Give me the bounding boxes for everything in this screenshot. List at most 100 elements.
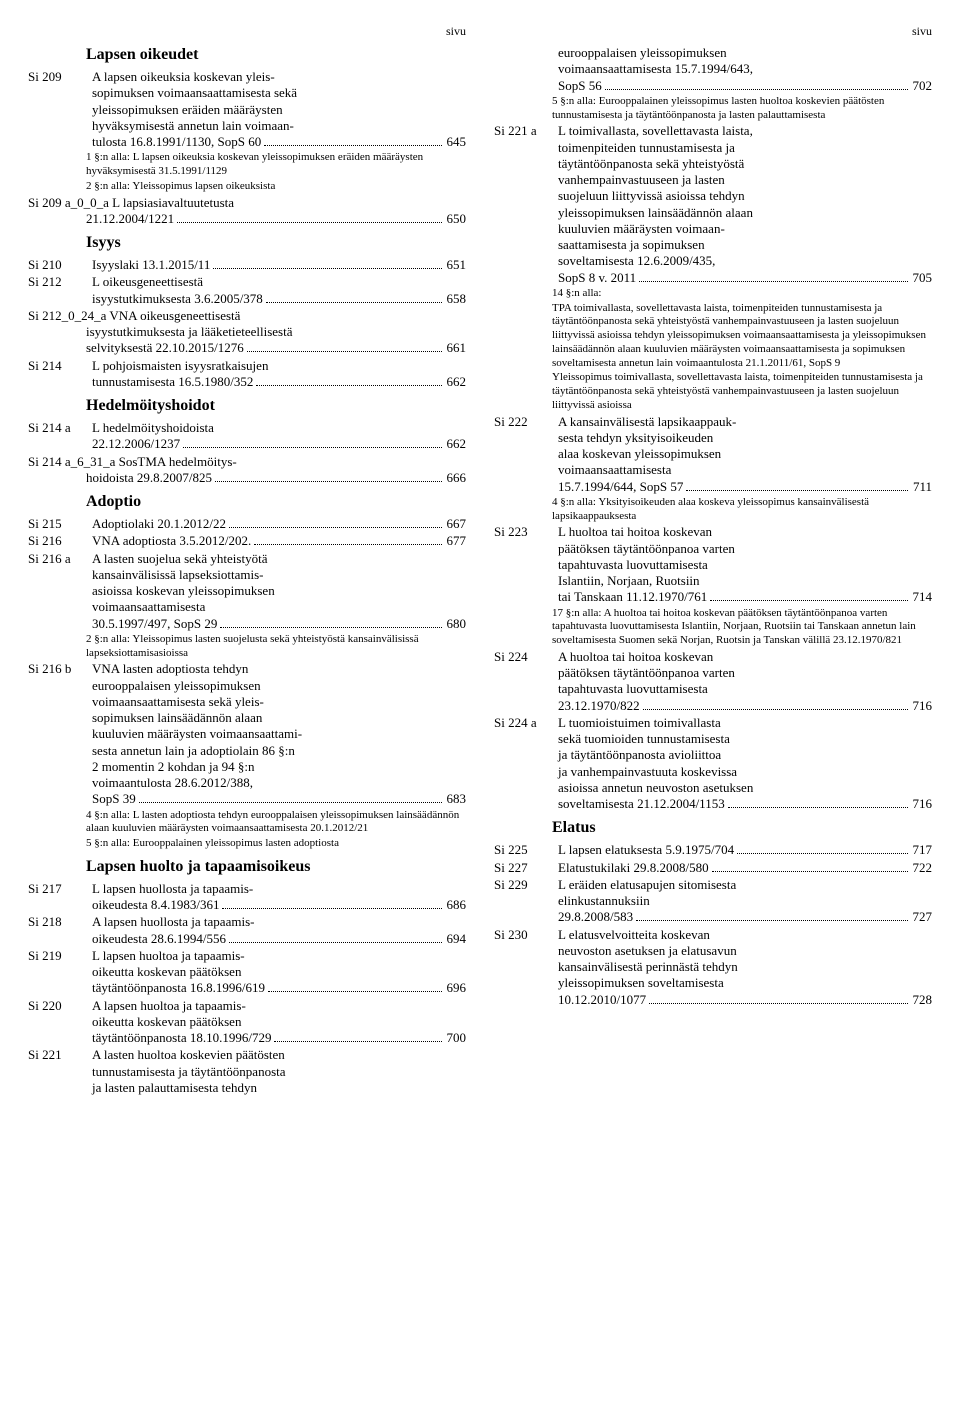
entry-ref: Si 223 xyxy=(494,524,558,540)
entry-last-text: hoidoista 29.8.2007/825 xyxy=(86,470,212,486)
entry-last-text: tunnustamisesta 16.5.1980/352 xyxy=(92,374,253,390)
entry-ref: Si 210 xyxy=(28,257,92,273)
leader-dots xyxy=(229,518,442,528)
entry-last-line: SopS 39683 xyxy=(92,791,466,807)
entry-line: Si 209 a_0_0_a L lapsiasiavaltuutetusta xyxy=(28,195,466,211)
footnote: 5 §:n alla: Eurooppalainen yleissopimus … xyxy=(494,95,932,123)
entry-line: L eräiden elatusapujen sitomisesta xyxy=(558,877,932,893)
entry-last-line: Adoptiolaki 20.1.2012/22667 xyxy=(92,516,466,532)
entry-last-text: 29.8.2008/583 xyxy=(558,909,633,925)
entry-ref: Si 222 xyxy=(494,414,558,430)
entry-line: saattamisesta ja sopimuksen xyxy=(558,237,932,253)
toc-entry: Si 217L lapsen huollosta ja tapaamis-oik… xyxy=(28,881,466,914)
entry-ref: Si 227 xyxy=(494,860,558,876)
toc-entry: Si 215Adoptiolaki 20.1.2012/22667 xyxy=(28,516,466,532)
entry-line: suojeluun liittyvissä asioissa tehdyn xyxy=(558,188,932,204)
toc-entry: Si 216 bVNA lasten adoptiosta tehdyneuro… xyxy=(28,661,466,807)
entry-last-text: selvityksestä 22.10.2015/1276 xyxy=(86,340,244,356)
entry-ref: Si 224 xyxy=(494,649,558,665)
toc-entry: Si 220A lapsen huoltoa ja tapaamis-oikeu… xyxy=(28,998,466,1047)
page-number: 728 xyxy=(911,992,933,1008)
entry-line: päätöksen täytäntöönpanoa varten xyxy=(558,665,932,681)
entry-line: kansainvälisissä lapseksiottamis- xyxy=(92,567,466,583)
entry-last-line: tai Tanskaan 11.12.1970/761714 xyxy=(558,589,932,605)
entry-line: sesta annetun lain ja adoptiolain 86 §:n xyxy=(92,743,466,759)
entry-last-line: oikeudesta 28.6.1994/556694 xyxy=(92,931,466,947)
entry-last-text: SopS 39 xyxy=(92,791,136,807)
section-heading: Hedelmöityshoidot xyxy=(28,396,466,416)
leader-dots xyxy=(256,376,441,386)
toc-entry: Si 230L elatusvelvoitteita koskevanneuvo… xyxy=(494,927,932,1008)
toc-entry: Si 225L lapsen elatuksesta 5.9.1975/7047… xyxy=(494,842,932,858)
entry-line: eurooppalaisen yleissopimuksen xyxy=(92,678,466,694)
entry-last-text: 21.12.2004/1221 xyxy=(86,211,174,227)
entry-last-text: SopS 56 xyxy=(558,78,602,94)
entry-line: A huoltoa tai hoitoa koskevan xyxy=(558,649,932,665)
toc-entry: Si 227Elatustukilaki 29.8.2008/580722 xyxy=(494,860,932,876)
entry-last-line: 30.5.1997/497, SopS 29680 xyxy=(92,616,466,632)
entry-ref: Si 217 xyxy=(28,881,92,897)
page-number: 666 xyxy=(445,470,467,486)
toc-entry: Si 224A huoltoa tai hoitoa koskevanpäätö… xyxy=(494,649,932,714)
page-number: 711 xyxy=(911,479,932,495)
entry-line: sopimuksen lainsäädännön alaan xyxy=(92,710,466,726)
entry-last-text: tai Tanskaan 11.12.1970/761 xyxy=(558,589,707,605)
entry-line: täytäntöönpanosta sekä yhteistyöstä xyxy=(558,156,932,172)
entry-ref: Si 224 a xyxy=(494,715,558,731)
page-number: 645 xyxy=(445,134,467,150)
entry-line: voimaansaattamisesta xyxy=(92,599,466,615)
entry-line: L tuomioistuimen toimivallasta xyxy=(558,715,932,731)
footnote: 14 §:n alla: xyxy=(494,287,932,301)
entry-line: sopimuksen voimaansaattamisesta sekä xyxy=(92,85,466,101)
entry-line: kansainvälisestä perinnästä tehdyn xyxy=(558,959,932,975)
entry-line: L elatusvelvoitteita koskevan xyxy=(558,927,932,943)
entry-last-text: soveltamisesta 21.12.2004/1153 xyxy=(558,796,725,812)
page-number: 717 xyxy=(911,842,933,858)
entry-line: L lapsen huoltoa ja tapaamis- xyxy=(92,948,466,964)
page-number: 662 xyxy=(445,436,467,452)
leader-dots xyxy=(213,259,441,269)
entry-last-text: L lapsen elatuksesta 5.9.1975/704 xyxy=(558,842,734,858)
entry-line: voimaansaattamisesta xyxy=(558,462,932,478)
entry-last-text: Isyyslaki 13.1.2015/11 xyxy=(92,257,210,273)
entry-line: 2 momentin 2 kohdan ja 94 §:n xyxy=(92,759,466,775)
entry-line: ja täytäntöönpanosta avioliittoa xyxy=(558,747,932,763)
leader-dots xyxy=(177,213,441,223)
entry-line: tunnustamisesta ja täytäntöönpanosta xyxy=(92,1064,466,1080)
leader-dots xyxy=(266,292,442,302)
entry-last-line: SopS 56702 xyxy=(558,78,932,94)
entry-line: soveltamisesta 12.6.2009/435, xyxy=(558,253,932,269)
entry-last-line: täytäntöönpanosta 18.10.1996/729 700 xyxy=(92,1030,466,1046)
entry-line: neuvoston asetuksen ja elatusavun xyxy=(558,943,932,959)
page-number: 696 xyxy=(445,980,467,996)
page-number: 700 xyxy=(445,1030,467,1046)
footnote: TPA toimivallasta, sovellettavasta laist… xyxy=(494,302,932,371)
leader-dots xyxy=(264,136,441,146)
page-number: 650 xyxy=(445,211,467,227)
entry-ref: Si 214 xyxy=(28,358,92,374)
entry-last-text: täytäntöönpanosta 18.10.1996/729 xyxy=(92,1030,271,1046)
entry-line: toimenpiteiden tunnustamisesta ja xyxy=(558,140,932,156)
entry-ref: Si 220 xyxy=(28,998,92,1014)
toc-entry: eurooppalaisen yleissopimuksenvoimaansaa… xyxy=(494,45,932,94)
entry-ref: Si 216 b xyxy=(28,661,92,677)
entry-line: L hedelmöityshoidoista xyxy=(92,420,466,436)
entry-last-text: oikeudesta 8.4.1983/361 xyxy=(92,897,219,913)
entry-last-text: oikeudesta 28.6.1994/556 xyxy=(92,931,226,947)
entry-line: isyystutkimuksesta ja lääketieteellisest… xyxy=(86,324,466,340)
entry-line: yleissopimuksen soveltamisesta xyxy=(558,975,932,991)
leader-dots xyxy=(728,798,908,808)
section-heading: Elatus xyxy=(494,818,932,838)
entry-line: yleissopimuksen lainsäädännön alaan xyxy=(558,205,932,221)
entry-last-text: VNA adoptiosta 3.5.2012/202. xyxy=(92,533,251,549)
entry-line: tapahtuvasta luovuttamisesta xyxy=(558,557,932,573)
page-number: 727 xyxy=(911,909,933,925)
leader-dots xyxy=(649,993,907,1003)
entry-line: hyväksymisestä annetun lain voimaan- xyxy=(92,118,466,134)
leader-dots xyxy=(220,617,441,627)
page-number: 658 xyxy=(445,291,467,307)
leader-dots xyxy=(710,591,907,601)
entry-last-line: 15.7.1994/644, SopS 57711 xyxy=(558,479,932,495)
leader-dots xyxy=(737,844,907,854)
page-number: 661 xyxy=(445,340,467,356)
